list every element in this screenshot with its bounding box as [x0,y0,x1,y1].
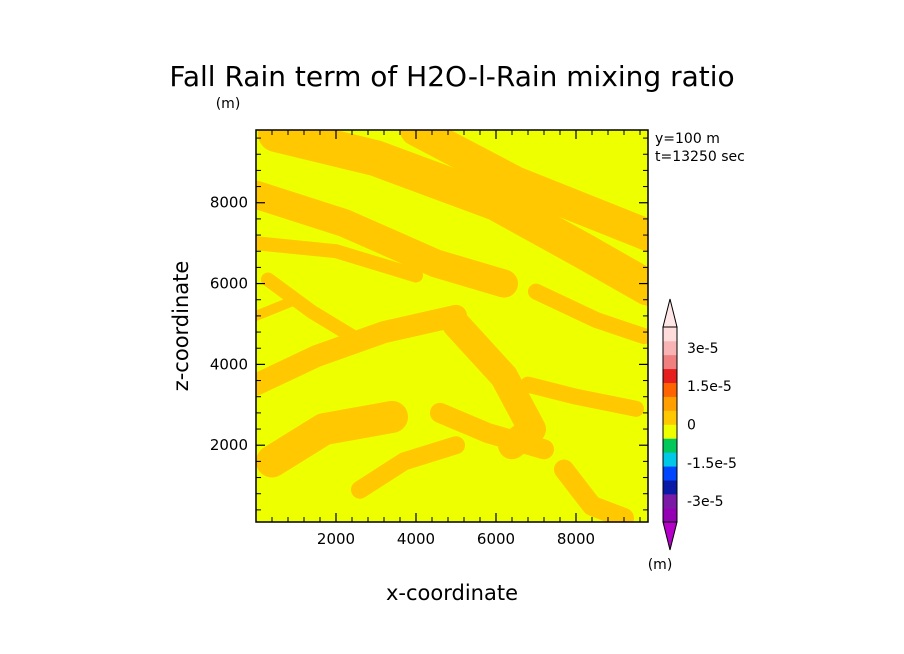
colorbar-swatch [663,340,677,356]
x-axis-ticks: 2000 4000 6000 8000 [317,130,595,548]
colorbar-swatch [663,452,677,467]
colorbar-tick-label: -3e-5 [687,494,724,510]
colorbar-swatch [663,424,677,439]
colorbar-over-arrow [662,298,678,328]
anomaly-contour-band [520,376,644,417]
anomaly-contour-band [554,459,634,522]
anomaly-contour-band [256,294,301,321]
info-t: t=13250 sec [655,149,745,165]
title-unit: (m) [216,96,241,112]
colorbar-frame [662,326,678,523]
colorbar-tick-label: 0 [687,418,696,434]
colorbar-swatch [663,382,677,397]
x-axis-label: x-coordinate [386,581,518,605]
contour-field [256,130,648,522]
colorbar-swatch [663,368,677,384]
anomaly-contour-band [351,436,465,499]
y-tick-label: 8000 [210,194,248,212]
x-tick-label: 4000 [397,530,435,548]
colorbar-tick-label: 3e-5 [687,341,718,357]
colorbar-swatch [663,327,677,342]
anomaly-contour-band [256,180,518,298]
plot-frame [255,129,649,523]
anomaly-contour-band [528,283,648,345]
minor-ticks [256,130,648,522]
y-axis-label: z-coordinate [169,261,193,392]
anomaly-contour-band [261,272,359,344]
anomaly-contour-band [256,304,467,396]
colorbar-swatch [663,410,677,425]
x-tick-label: 6000 [477,530,515,548]
anomaly-contour-band [258,130,648,306]
y-axis-ticks: 2000 4000 6000 8000 [210,194,648,454]
x-tick-label: 8000 [557,530,595,548]
chart-title: Fall Rain term of H2O-l-Rain mixing rati… [169,60,734,93]
colorbar-swatch [663,466,677,481]
anomaly-contour-band [400,130,648,252]
colorbar-tick-label: -1.5e-5 [687,456,737,472]
info-y: y=100 m [655,131,720,147]
colorbar-swatch [663,354,677,370]
colorbar-tick-label: 1.5e-5 [687,379,732,395]
anomaly-contour-band [256,236,423,283]
colorbar-swatch [663,480,677,495]
y-tick-label: 4000 [210,355,248,373]
y-tick-label: 2000 [210,436,248,454]
colorbar-swatch [663,494,677,509]
colorbar-swatch [663,508,677,523]
anomaly-contour-band [256,400,408,478]
colorbar-under-arrow [662,521,678,551]
colorbar-unit: (m) [648,557,673,573]
x-tick-label: 2000 [317,530,355,548]
y-tick-label: 6000 [210,275,248,293]
colorbar: -3e-5 -1.5e-5 0 1.5e-5 3e-5 [662,298,737,551]
anomaly-contour-band [430,402,554,460]
colorbar-swatch [663,438,677,453]
colorbar-swatch [663,396,677,411]
